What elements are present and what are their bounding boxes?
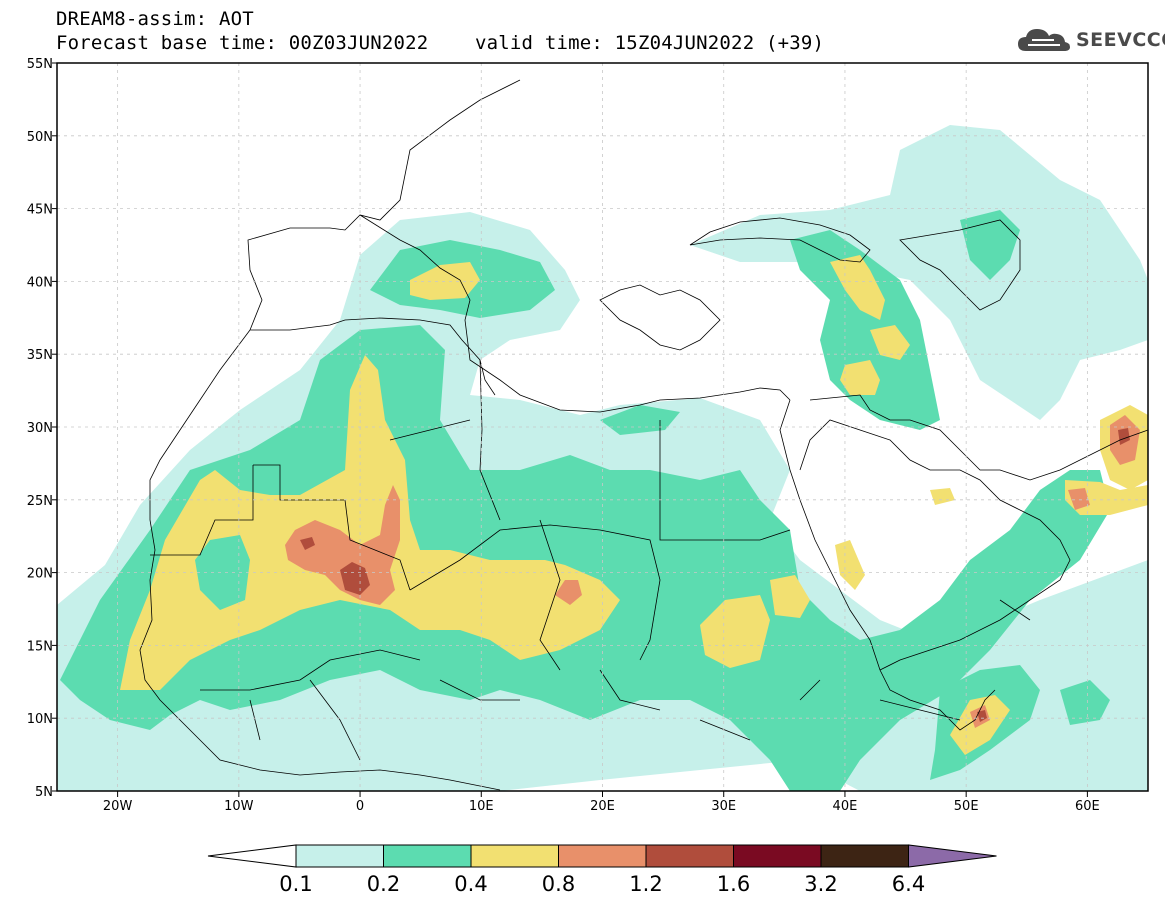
aot-colorbar: 0.1 0.2 0.4 0.8 1.2 1.6 3.2 6.4 [207,844,997,896]
x-tick-label: 40E [833,799,858,814]
latitude-axis: 55N 50N 45N 40N 35N 30N 25N 20N 15N 10N 5N [27,57,57,800]
colorbar-label: 0.1 [279,872,312,896]
longitude-axis: 20W 10W 0 10E 20E 30E 40E 50E 60E [103,791,1100,814]
colorbar-segment [820,844,909,868]
x-tick-label: 20E [590,799,615,814]
colorbar-segment [645,844,734,868]
x-tick-label: 10W [224,799,254,814]
colorbar-segment [383,844,472,868]
y-tick-label: 35N [27,348,53,363]
y-tick-label: 40N [27,275,53,290]
seevccc-logo: SEEVCCC [1016,24,1165,56]
aot-0.4-0.8-fill [120,255,1148,755]
x-tick-label: 50E [954,799,979,814]
aot-1.2-1.6-fill [300,428,1130,722]
y-tick-label: 10N [27,712,53,727]
colorbar-label: 0.8 [542,872,575,896]
x-tick-label: 20W [103,799,133,814]
colorbar-segment [733,844,822,868]
y-tick-label: 20N [27,567,53,582]
cloud-icon [1018,29,1070,51]
y-tick-label: 45N [27,203,53,218]
aot-contours [57,125,1148,791]
y-tick-label: 15N [27,639,53,654]
colorbar-label: 0.4 [454,872,487,896]
colorbar-segment [558,844,647,868]
colorbar-segment [470,844,559,868]
logo-text: SEEVCCC [1076,29,1165,51]
colorbar-segment [295,844,384,868]
map-title: DREAM8-assim: AOT [56,8,254,30]
colorbar-label: 1.6 [717,872,750,896]
y-tick-label: 25N [27,494,53,509]
colorbar-label: 1.2 [629,872,662,896]
y-tick-label: 30N [27,421,53,436]
x-tick-label: 0 [356,799,364,814]
x-tick-label: 60E [1075,799,1100,814]
x-tick-label: 30E [711,799,736,814]
colorbar-under-triangle [207,844,297,868]
colorbar-label: 6.4 [892,872,925,896]
colorbar-over-triangle [908,844,997,868]
coastlines-and-borders [139,79,1148,791]
colorbar-label: 0.2 [367,872,400,896]
colorbar-label: 3.2 [804,872,837,896]
map-gridlines [57,63,1148,791]
y-tick-label: 50N [27,130,53,145]
y-tick-label: 55N [27,57,53,72]
x-tick-label: 10E [469,799,494,814]
forecast-time-subtitle: Forecast base time: 00Z03JUN2022 valid t… [56,32,825,54]
y-tick-label: 5N [35,785,53,800]
